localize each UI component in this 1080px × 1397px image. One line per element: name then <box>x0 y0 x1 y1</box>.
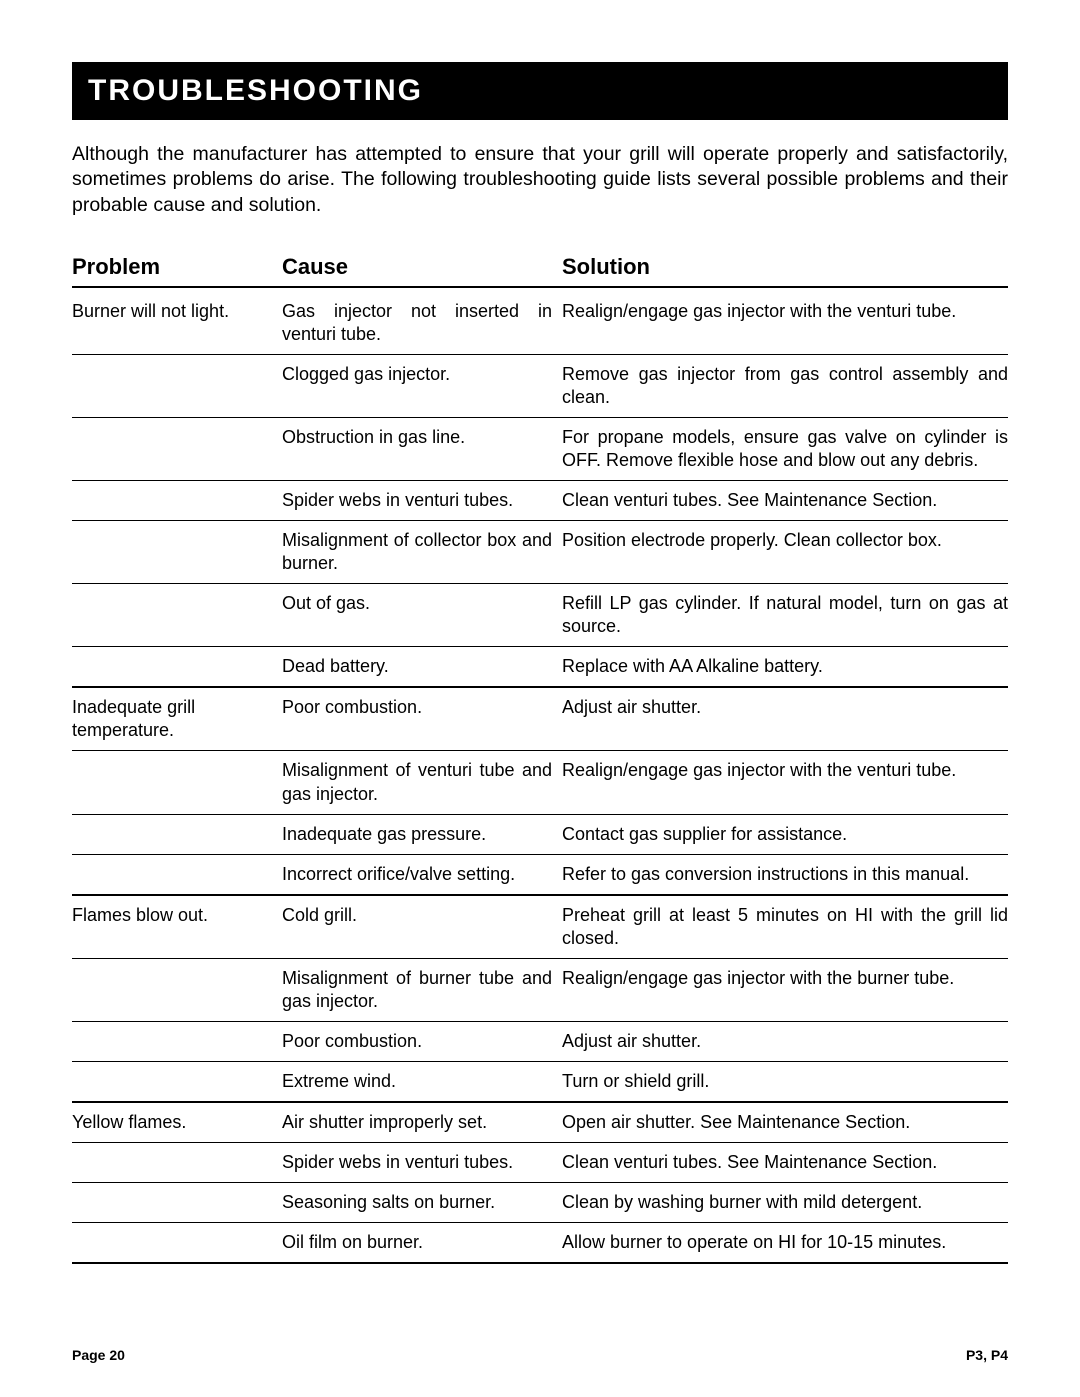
cell-solution: Refer to gas conversion instructions in … <box>562 863 1008 886</box>
cell-problem <box>72 967 282 1013</box>
troubleshooting-table: Problem Cause Solution Burner will not l… <box>72 254 1008 1264</box>
table-section: Burner will not light.Gas injector not i… <box>72 292 1008 688</box>
table-row: Inadequate grill temperature.Poor combus… <box>72 688 1008 751</box>
cell-cause: Inadequate gas pressure. <box>282 823 562 846</box>
cell-solution: Realign/engage gas injector with the bur… <box>562 967 1008 1013</box>
cell-solution: Allow burner to operate on HI for 10-15 … <box>562 1231 1008 1254</box>
cell-solution: Clean by washing burner with mild deterg… <box>562 1191 1008 1214</box>
cell-problem <box>72 1151 282 1174</box>
page-footer: Page 20 P3, P4 <box>72 1347 1008 1363</box>
header-solution: Solution <box>562 254 1008 280</box>
cell-problem <box>72 592 282 638</box>
header-problem: Problem <box>72 254 282 280</box>
table-row: Extreme wind.Turn or shield grill. <box>72 1062 1008 1101</box>
cell-problem: Burner will not light. <box>72 300 282 346</box>
header-cause: Cause <box>282 254 562 280</box>
cell-problem <box>72 426 282 472</box>
cell-solution: Clean venturi tubes. See Maintenance Sec… <box>562 489 1008 512</box>
cell-problem <box>72 655 282 678</box>
cell-solution: Position electrode properly. Clean colle… <box>562 529 1008 575</box>
cell-problem <box>72 363 282 409</box>
section-title: TROUBLESHOOTING <box>88 74 423 107</box>
table-row: Obstruction in gas line.For propane mode… <box>72 418 1008 481</box>
table-row: Yellow flames.Air shutter improperly set… <box>72 1103 1008 1143</box>
cell-problem <box>72 759 282 805</box>
cell-cause: Spider webs in venturi tubes. <box>282 489 562 512</box>
footer-model-ref: P3, P4 <box>966 1347 1008 1363</box>
cell-cause: Gas injector not inserted in venturi tub… <box>282 300 562 346</box>
cell-solution: Realign/engage gas injector with the ven… <box>562 300 1008 346</box>
cell-solution: Open air shutter. See Maintenance Sectio… <box>562 1111 1008 1134</box>
cell-cause: Poor combustion. <box>282 696 562 742</box>
table-row: Incorrect orifice/valve setting.Refer to… <box>72 855 1008 894</box>
cell-problem <box>72 1231 282 1254</box>
table-row: Spider webs in venturi tubes.Clean ventu… <box>72 1143 1008 1183</box>
cell-problem <box>72 823 282 846</box>
table-row: Dead battery.Replace with AA Alkaline ba… <box>72 647 1008 686</box>
table-row: Flames blow out.Cold grill.Preheat grill… <box>72 896 1008 959</box>
cell-problem <box>72 489 282 512</box>
cell-problem <box>72 1030 282 1053</box>
table-section: Flames blow out.Cold grill.Preheat grill… <box>72 896 1008 1103</box>
cell-problem <box>72 529 282 575</box>
cell-problem <box>72 1070 282 1093</box>
cell-solution: Adjust air shutter. <box>562 696 1008 742</box>
cell-problem <box>72 863 282 886</box>
table-row: Seasoning salts on burner.Clean by washi… <box>72 1183 1008 1223</box>
cell-solution: Contact gas supplier for assistance. <box>562 823 1008 846</box>
cell-cause: Misalignment of collector box and burner… <box>282 529 562 575</box>
cell-cause: Misalignment of venturi tube and gas inj… <box>282 759 562 805</box>
table-row: Misalignment of burner tube and gas inje… <box>72 959 1008 1022</box>
cell-cause: Seasoning salts on burner. <box>282 1191 562 1214</box>
section-title-bar: TROUBLESHOOTING <box>72 62 1008 120</box>
cell-solution: Turn or shield grill. <box>562 1070 1008 1093</box>
cell-cause: Obstruction in gas line. <box>282 426 562 472</box>
intro-paragraph: Although the manufacturer has attempted … <box>72 142 1008 218</box>
table-row: Clogged gas injector.Remove gas injector… <box>72 355 1008 418</box>
table-row: Poor combustion.Adjust air shutter. <box>72 1022 1008 1062</box>
table-row: Out of gas.Refill LP gas cylinder. If na… <box>72 584 1008 647</box>
cell-cause: Extreme wind. <box>282 1070 562 1093</box>
table-row: Misalignment of collector box and burner… <box>72 521 1008 584</box>
cell-cause: Clogged gas injector. <box>282 363 562 409</box>
cell-cause: Oil film on burner. <box>282 1231 562 1254</box>
cell-problem: Inadequate grill temperature. <box>72 696 282 742</box>
cell-cause: Poor combustion. <box>282 1030 562 1053</box>
table-row: Inadequate gas pressure.Contact gas supp… <box>72 815 1008 855</box>
cell-problem <box>72 1191 282 1214</box>
table-row: Burner will not light.Gas injector not i… <box>72 292 1008 355</box>
table-row: Misalignment of venturi tube and gas inj… <box>72 751 1008 814</box>
table-section: Yellow flames.Air shutter improperly set… <box>72 1103 1008 1264</box>
cell-solution: Preheat grill at least 5 minutes on HI w… <box>562 904 1008 950</box>
cell-problem: Yellow flames. <box>72 1111 282 1134</box>
table-section: Inadequate grill temperature.Poor combus… <box>72 688 1008 895</box>
cell-cause: Spider webs in venturi tubes. <box>282 1151 562 1174</box>
cell-solution: Refill LP gas cylinder. If natural model… <box>562 592 1008 638</box>
table-header-row: Problem Cause Solution <box>72 254 1008 288</box>
cell-solution: Clean venturi tubes. See Maintenance Sec… <box>562 1151 1008 1174</box>
cell-cause: Misalignment of burner tube and gas inje… <box>282 967 562 1013</box>
cell-solution: Realign/engage gas injector with the ven… <box>562 759 1008 805</box>
cell-cause: Incorrect orifice/valve setting. <box>282 863 562 886</box>
cell-problem: Flames blow out. <box>72 904 282 950</box>
table-row: Oil film on burner.Allow burner to opera… <box>72 1223 1008 1262</box>
cell-cause: Air shutter improperly set. <box>282 1111 562 1134</box>
cell-cause: Dead battery. <box>282 655 562 678</box>
footer-page-number: Page 20 <box>72 1347 125 1363</box>
cell-solution: Replace with AA Alkaline battery. <box>562 655 1008 678</box>
cell-solution: Remove gas injector from gas control ass… <box>562 363 1008 409</box>
cell-cause: Out of gas. <box>282 592 562 638</box>
cell-cause: Cold grill. <box>282 904 562 950</box>
cell-solution: For propane models, ensure gas valve on … <box>562 426 1008 472</box>
table-row: Spider webs in venturi tubes.Clean ventu… <box>72 481 1008 521</box>
cell-solution: Adjust air shutter. <box>562 1030 1008 1053</box>
